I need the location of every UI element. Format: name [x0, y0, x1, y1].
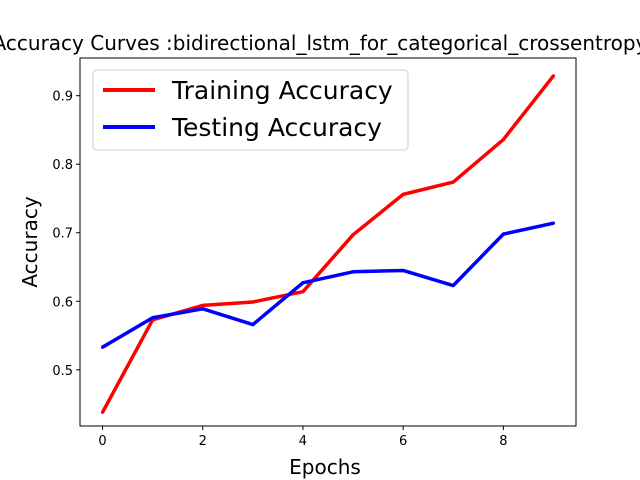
x-tick-label: 0 [98, 434, 106, 449]
x-axis: 0 2 4 6 8 [98, 426, 507, 449]
x-tick-label: 8 [499, 434, 507, 449]
data-point [251, 322, 255, 327]
y-tick-label: 0.7 [52, 227, 73, 242]
data-point [151, 316, 155, 320]
data-point [351, 270, 355, 274]
data-point [351, 233, 355, 237]
legend-label-testing: Testing Accuracy [171, 113, 382, 142]
y-axis: 0.5 0.6 0.7 0.8 0.9 [52, 90, 80, 379]
y-tick-label: 0.8 [52, 158, 73, 173]
x-tick-label: 6 [399, 434, 407, 449]
data-point [401, 192, 405, 196]
data-point [501, 137, 505, 142]
data-point [551, 221, 556, 225]
data-point [251, 300, 255, 304]
x-tick-label: 4 [299, 434, 307, 449]
legend-box [92, 69, 409, 151]
y-tick-label: 0.5 [52, 364, 73, 379]
data-point [100, 410, 105, 414]
legend-label-training: Training Accuracy [171, 76, 393, 105]
x-axis-label: Epochs [289, 455, 361, 479]
y-axis-label: Accuracy [18, 196, 42, 287]
data-point [451, 180, 455, 184]
data-point [451, 283, 455, 288]
y-tick-label: 0.6 [52, 295, 73, 310]
series-lines [100, 74, 556, 414]
data-point [551, 74, 556, 78]
legend: Training Accuracy Testing Accuracy [92, 69, 409, 151]
data-point [301, 281, 305, 285]
plot-area [79, 57, 577, 427]
chart-title: Accuracy Curves :bidirectional_lstm_for_… [0, 31, 640, 55]
data-point [301, 290, 305, 294]
data-point [201, 303, 205, 307]
data-point [100, 345, 105, 349]
data-point [401, 268, 405, 273]
data-point [501, 232, 505, 236]
y-tick-label: 0.9 [52, 90, 73, 105]
series-line-testing [101, 221, 554, 349]
x-tick-label: 2 [199, 434, 207, 449]
data-point [201, 307, 205, 311]
